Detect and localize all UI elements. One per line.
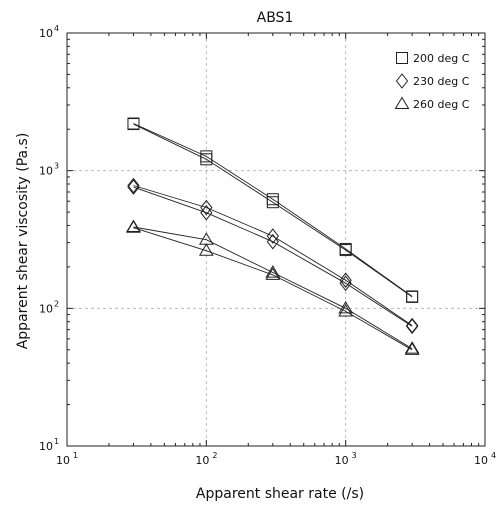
data-point-square (200, 153, 213, 166)
legend-marker-diamond (395, 73, 409, 89)
y-tick-label: 10 (39, 165, 53, 178)
y-axis-label: Apparent shear viscosity (Pa.s) (15, 133, 31, 350)
data-point-square (339, 244, 352, 257)
data-point-triangle (338, 303, 354, 317)
x-axis-label: Apparent shear rate (/s) (196, 486, 364, 502)
data-point-triangle (404, 342, 420, 355)
chart-title: ABS1 (257, 10, 294, 26)
data-point-diamond (266, 228, 279, 244)
data-point-triangle (126, 220, 141, 233)
y-tick-exponent: 3 (54, 162, 59, 171)
y-tick-exponent: 1 (54, 437, 59, 446)
data-point-triangle (265, 267, 281, 280)
series-line (133, 186, 413, 327)
series-diamond (127, 177, 419, 335)
y-tick-label: 10 (39, 27, 53, 40)
data-point-square (266, 196, 279, 209)
legend: 200 deg C 230 deg C 260 deg C (394, 52, 470, 111)
axis-ticks: 10 1 10 2 10 3 10 410 110 210 310 4 (39, 24, 496, 467)
y-tick-label: 10 (39, 440, 53, 453)
legend-label: 230 deg C (413, 75, 470, 88)
series-square (127, 117, 419, 303)
data-point-diamond (200, 204, 213, 221)
legend-marker-triangle (394, 96, 410, 110)
data-series (126, 117, 420, 355)
data-point-square (406, 290, 419, 303)
data-point-square (127, 118, 140, 131)
data-point-diamond (339, 272, 352, 289)
legend-label: 260 deg C (413, 98, 470, 111)
y-tick-label: 10 (39, 302, 53, 315)
x-tick-label: 10 (195, 454, 209, 467)
y-tick-exponent: 4 (54, 24, 59, 33)
data-point-diamond (127, 179, 140, 195)
series-line (133, 226, 413, 349)
data-point-diamond (339, 275, 352, 292)
data-point-diamond (266, 233, 279, 250)
legend-label: 200 deg C (413, 52, 470, 65)
x-tick-exponent: 3 (352, 451, 357, 460)
series-line (133, 123, 413, 298)
series-line (133, 185, 413, 326)
y-tick-exponent: 2 (54, 299, 59, 308)
legend-marker-square (396, 52, 408, 64)
data-point-diamond (200, 199, 213, 216)
data-point-triangle (265, 265, 281, 278)
x-tick-label: 10 (56, 454, 70, 467)
series-triangle (126, 219, 420, 355)
series-line (133, 123, 413, 297)
data-point-triangle (198, 243, 214, 256)
x-tick-exponent: 4 (491, 451, 496, 460)
data-point-triangle (404, 341, 420, 354)
x-tick-exponent: 1 (73, 451, 78, 460)
x-tick-label: 10 (335, 454, 349, 467)
x-tick-label: 10 (474, 454, 488, 467)
x-tick-exponent: 2 (212, 451, 217, 460)
data-point-diamond (127, 177, 140, 194)
series-line (133, 227, 413, 351)
data-point-triangle (338, 300, 354, 314)
data-point-diamond (406, 318, 419, 335)
